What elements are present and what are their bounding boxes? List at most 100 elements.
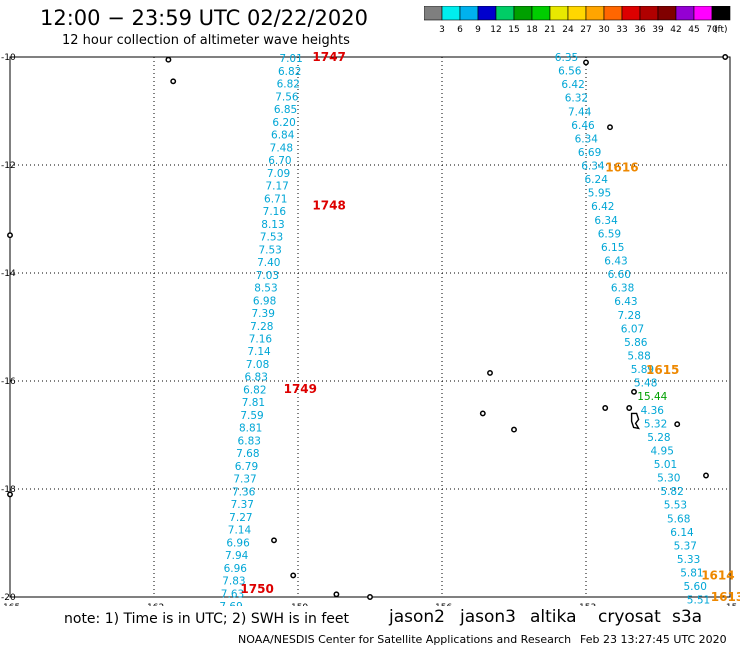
credit-line: NOAA/NESDIS Center for Satellite Applica… <box>238 633 572 646</box>
swh-value-east: 6.14 <box>670 527 694 539</box>
swh-value-west: 7.08 <box>246 359 269 371</box>
page-title: 12:00 − 23:59 UTC 02/22/2020 <box>40 6 369 30</box>
pass-time-label-east: 1615 <box>646 363 679 377</box>
swh-value-west: 6.79 <box>235 461 258 473</box>
swh-value-east: 5.68 <box>667 513 690 525</box>
swh-value-east: 5.88 <box>627 350 650 362</box>
swh-value-west: 7.37 <box>231 499 254 511</box>
swh-value-east: 5.60 <box>684 581 707 593</box>
pass-time-label-east: 1614 <box>701 568 734 582</box>
color-scale-label: (ft) <box>714 25 728 35</box>
swh-value-east: 6.35 <box>555 52 578 64</box>
pass-time-label-west: 1750 <box>240 582 273 596</box>
swh-value-east: 6.24 <box>585 174 609 186</box>
swh-value-west: 8.53 <box>254 283 277 295</box>
swh-value-west: 6.70 <box>268 155 291 167</box>
island-outline <box>271 537 277 544</box>
island-outline <box>7 232 13 239</box>
island-outline <box>626 405 633 411</box>
swh-value-east: 5.30 <box>657 473 680 485</box>
swh-value-east: 5.33 <box>677 554 700 566</box>
pass-time-label-west: 1748 <box>312 199 345 213</box>
swh-value-east: 4.36 <box>641 405 665 417</box>
swh-value-west: 6.82 <box>243 384 266 396</box>
swh-value-east: 5.32 <box>644 418 667 430</box>
mission-altika: altika <box>530 607 577 627</box>
swh-value-west: 7.94 <box>225 550 249 562</box>
swh-value-east: 6.59 <box>598 228 621 240</box>
lat-tick-label: -20 <box>1 593 16 603</box>
lat-tick-label: -16 <box>1 377 16 387</box>
swh-value-west: 7.81 <box>242 397 265 409</box>
color-scale-label: 15 <box>508 25 519 35</box>
swh-value-west: 6.98 <box>253 295 276 307</box>
color-scale-label: 45 <box>688 25 699 35</box>
swh-value-west: 7.03 <box>256 270 279 282</box>
island-outline <box>487 369 493 376</box>
swh-value-west: 7.14 <box>247 346 271 358</box>
page-subtitle: 12 hour collection of altimeter wave hei… <box>62 33 350 48</box>
swh-value-east: 5.28 <box>647 432 670 444</box>
swh-value-east: 5.01 <box>654 459 677 471</box>
swh-value-west: 6.20 <box>272 117 295 129</box>
swh-value-east: 6.15 <box>601 242 624 254</box>
color-scale-label: 42 <box>670 25 681 35</box>
island-outline <box>722 54 729 60</box>
island-outline <box>170 78 177 85</box>
mission-s3a: s3a <box>672 607 703 627</box>
footer-note: note: 1) Time is in UTC; 2) SWH is in fe… <box>64 611 350 627</box>
color-scale-label: 70 <box>706 25 718 35</box>
swh-value-west: 7.01 <box>279 53 302 65</box>
swh-value-east: 6.56 <box>558 66 582 78</box>
swh-value-west: 7.53 <box>260 232 283 244</box>
generated-timestamp: Feb 23 13:27:45 UTC 2020 <box>580 633 727 646</box>
island-outline <box>479 410 486 417</box>
lon-tick-label: -15 <box>723 603 738 606</box>
island-outline <box>511 426 517 433</box>
color-scale-label: 12 <box>490 25 501 35</box>
swh-value-east: 6.34 <box>575 133 599 145</box>
swh-value-east: 6.34 <box>594 215 618 227</box>
swh-value-west: 6.82 <box>277 79 300 91</box>
mission-cryosat: cryosat <box>598 607 661 627</box>
mission-jason3: jason3 <box>460 607 516 627</box>
swh-value-west: 6.96 <box>226 537 250 549</box>
swh-value-west: 8.13 <box>261 219 284 231</box>
swh-value-east: 6.34 <box>581 161 605 173</box>
color-scale-label: 39 <box>652 25 664 35</box>
swh-value-east: 5.81 <box>680 568 703 580</box>
color-scale-bar: 3 6 9 12 15 18 21 24 27 30 33 36 39 42 45 70(ft) <box>424 6 731 35</box>
swh-value-east: 6.42 <box>591 201 614 213</box>
lon-tick-label: -156 <box>432 603 453 606</box>
swh-value-east: 5.89 <box>631 364 654 376</box>
swh-value-west: 7.68 <box>236 448 259 460</box>
pass-time-label-east: 1613 <box>711 590 740 604</box>
lon-tick-label: -159 <box>288 603 309 606</box>
swh-value-west: 7.37 <box>233 474 256 486</box>
color-scale-label: 27 <box>580 25 591 35</box>
swh-value-east: 6.38 <box>611 283 634 295</box>
swh-value-west: 7.09 <box>267 168 290 180</box>
swh-value-east: 6.69 <box>578 147 601 159</box>
island-outline <box>165 56 172 63</box>
pass-time-label-east: 1616 <box>605 161 638 175</box>
pass-time-label-west: 1747 <box>312 50 345 64</box>
swh-value-west: 7.14 <box>228 525 252 537</box>
island-outline <box>583 59 589 66</box>
swh-value-east: 6.43 <box>604 256 627 268</box>
swh-value-west: 6.96 <box>224 563 248 575</box>
island-outline <box>367 594 373 600</box>
swh-value-west: 6.83 <box>238 435 261 447</box>
lat-tick-label: -14 <box>1 269 16 279</box>
altimeter-map: -165 -162 -159 -156 -153 -15 -10 -12 -14 -16 -18 -2… <box>0 50 740 606</box>
color-scale-label: 18 <box>526 25 538 35</box>
swh-value-east: 5.95 <box>588 188 611 200</box>
swh-value-west: 7.83 <box>222 576 245 588</box>
color-scale-label: 30 <box>598 25 610 35</box>
color-scale-label: 21 <box>544 25 555 35</box>
color-scale-label: 24 <box>562 25 574 35</box>
swh-value-west: 7.69 <box>219 601 242 606</box>
swh-value-west: 6.85 <box>274 104 297 116</box>
swh-value-east: 5.37 <box>674 540 697 552</box>
swh-value-east: 4.95 <box>651 445 674 457</box>
